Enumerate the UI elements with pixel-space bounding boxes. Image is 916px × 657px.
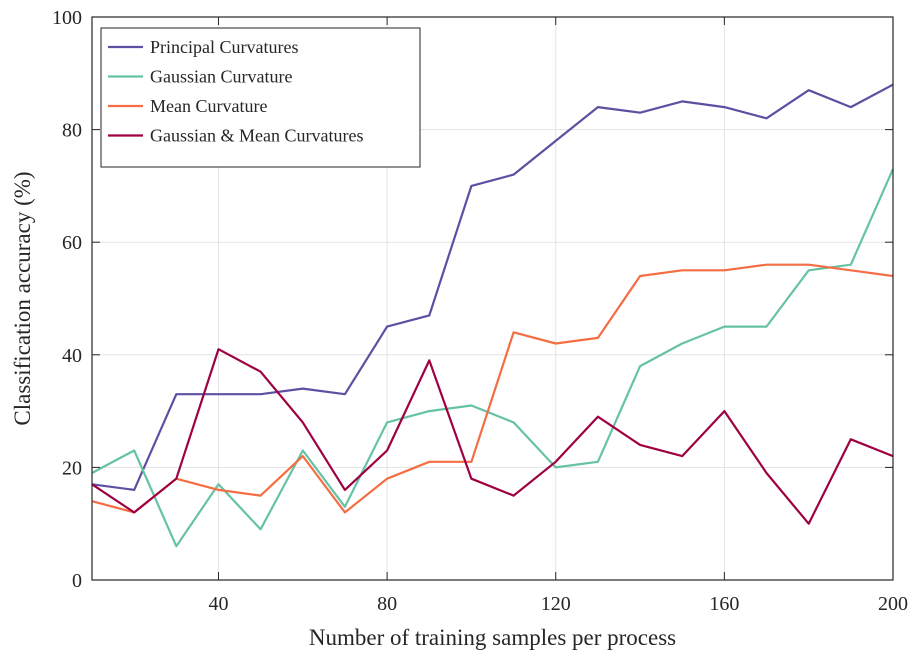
series-line-3 <box>91 263 894 514</box>
legend-entry-label: Principal Curvatures <box>150 37 298 57</box>
series-line-2 <box>91 168 895 548</box>
x-tick-label: 160 <box>709 593 739 615</box>
y-tick-label: 100 <box>52 7 82 29</box>
y-tick-label: 80 <box>62 120 82 142</box>
x-tick-label: 80 <box>377 593 397 615</box>
y-tick-label: 40 <box>62 345 82 367</box>
series-line-1 <box>91 83 894 491</box>
y-tick-label: 60 <box>62 232 82 254</box>
y-tick-label: 20 <box>62 457 82 479</box>
series-line-4 <box>91 348 894 525</box>
y-axis-label: Classification accuracy (%) <box>10 171 35 425</box>
legend-entry-label: Mean Curvature <box>150 96 267 116</box>
legend: Principal Curvatures Gaussian Curvature Me… <box>100 27 421 168</box>
x-axis-label: Number of training samples per process <box>309 625 676 650</box>
x-tick-label: 120 <box>541 593 571 615</box>
y-tick-label: 0 <box>72 570 82 592</box>
plot-frame <box>91 16 894 581</box>
x-tick-label: 40 <box>208 593 228 615</box>
legend-entry-label: Gaussian Curvature <box>150 67 292 87</box>
x-tick-label: 200 <box>878 593 908 615</box>
legend-entry-label: Gaussian & Mean Curvatures <box>150 126 363 146</box>
legend-box <box>100 27 421 168</box>
series-lines <box>91 83 895 548</box>
axis-ticks: 40 80 120 160 200 0 20 40 60 80 100 <box>52 7 908 615</box>
